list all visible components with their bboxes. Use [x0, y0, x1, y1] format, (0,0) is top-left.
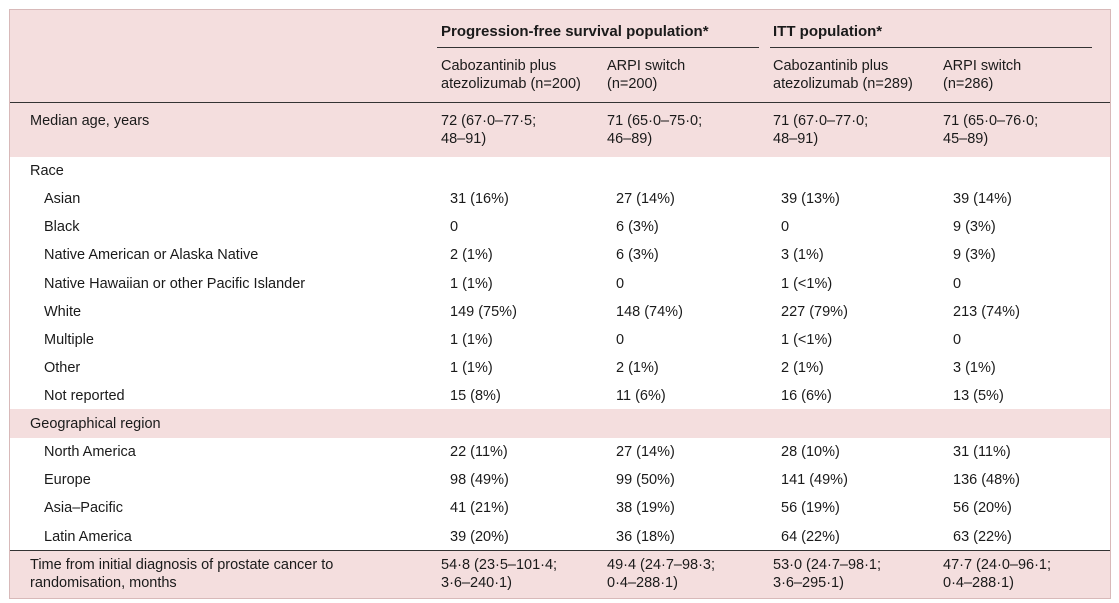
race-label: Black	[44, 219, 80, 236]
race-label: Not reported	[44, 388, 125, 405]
race-value: 9 (3%)	[953, 247, 996, 264]
pfs-population-heading: Progression-free survival population*	[441, 23, 709, 40]
race-value: 0	[616, 332, 625, 348]
col-arpi-itt-header: ARPI switch (n=286)	[943, 58, 1022, 92]
race-value: 6 (3%)	[616, 219, 659, 236]
race-value: 2 (1%)	[616, 360, 659, 377]
race-value: 0	[616, 275, 625, 292]
median-age-value: 71 (65·0–75·0; 46–89)	[607, 113, 703, 147]
race-value: 0	[953, 332, 962, 348]
region-value: 31 (11%)	[953, 444, 1011, 460]
race-value: 148 (74%)	[616, 303, 683, 320]
time-diagnosis-value: 53·0 (24·7–98·1; 3·6–295·1)	[773, 557, 882, 591]
median-age-value: 71 (65·0–76·0; 45–89)	[943, 113, 1039, 147]
region-value: 27 (14%)	[616, 444, 675, 460]
header-bottom-rule	[10, 102, 1110, 103]
race-value: 31 (16%)	[450, 191, 509, 207]
median-age-value: 71 (67·0–77·0; 48–91)	[773, 113, 869, 147]
region-value: 38 (19%)	[616, 500, 675, 517]
race-section-band	[10, 157, 1110, 409]
region-bottom-rule	[10, 550, 1110, 551]
region-value: 41 (21%)	[450, 500, 509, 517]
race-label: Other	[44, 360, 81, 377]
race-value: 13 (5%)	[953, 388, 1004, 405]
race-value: 15 (8%)	[450, 388, 501, 405]
race-label: White	[44, 303, 82, 320]
race-value: 2 (1%)	[450, 247, 493, 264]
region-value: 28 (10%)	[781, 444, 840, 460]
race-value: 0	[450, 219, 459, 236]
baseline-characteristics-table: Progression-free survival population* IT…	[9, 9, 1111, 599]
time-diagnosis-value: 47·7 (24·0–96·1; 0·4–288·1)	[943, 557, 1052, 591]
race-label: Native Hawaiian or other Pacific Islande…	[44, 275, 306, 292]
pfs-header-rule	[437, 47, 759, 48]
col-cabo-itt-header: Cabozantinib plus atezolizumab (n=289)	[773, 58, 913, 92]
race-value: 1 (1%)	[450, 275, 493, 292]
region-value: 98 (49%)	[450, 472, 509, 489]
region-value: 39 (20%)	[450, 528, 509, 545]
race-label: Native American or Alaska Native	[44, 247, 259, 264]
race-label: Asian	[44, 191, 81, 207]
race-value: 39 (13%)	[781, 191, 840, 207]
region-value: 99 (50%)	[616, 472, 675, 489]
region-value: 64 (22%)	[781, 528, 840, 545]
race-value: 6 (3%)	[616, 247, 659, 264]
itt-population-heading: ITT population*	[773, 23, 883, 40]
race-value: 3 (1%)	[953, 360, 996, 377]
race-value: 39 (14%)	[953, 191, 1012, 207]
race-value: 27 (14%)	[616, 191, 675, 207]
region-section-band	[10, 438, 1110, 550]
region-label: Asia–Pacific	[44, 500, 123, 517]
race-value: 213 (74%)	[953, 303, 1020, 320]
race-heading: Race	[30, 163, 64, 179]
race-value: 9 (3%)	[953, 219, 996, 236]
race-value: 1 (<1%)	[781, 275, 833, 292]
race-value: 1 (1%)	[450, 360, 493, 377]
race-value: 1 (<1%)	[781, 332, 833, 348]
col-cabo-pfs-header: Cabozantinib plus atezolizumab (n=200)	[441, 58, 581, 92]
median-age-value: 72 (67·0–77·5; 48–91)	[441, 113, 537, 147]
race-label: Multiple	[44, 332, 94, 348]
race-value: 149 (75%)	[450, 303, 517, 320]
race-value: 11 (6%)	[616, 388, 666, 405]
race-value: 0	[781, 219, 790, 236]
region-value: 36 (18%)	[616, 528, 675, 545]
region-value: 22 (11%)	[450, 444, 508, 460]
time-diagnosis-value: 54·8 (23·5–101·4; 3·6–240·1)	[441, 557, 558, 591]
region-label: North America	[44, 444, 136, 460]
race-value: 16 (6%)	[781, 388, 832, 405]
region-heading: Geographical region	[30, 416, 161, 432]
time-diagnosis-label: Time from initial diagnosis of prostate …	[30, 557, 334, 591]
race-value: 1 (1%)	[450, 332, 493, 348]
median-age-label: Median age, years	[30, 113, 150, 129]
region-value: 63 (22%)	[953, 528, 1012, 545]
time-diagnosis-value: 49·4 (24·7–98·3; 0·4–288·1)	[607, 557, 716, 591]
region-value: 136 (48%)	[953, 472, 1020, 489]
region-value: 141 (49%)	[781, 472, 848, 489]
region-value: 56 (19%)	[781, 500, 840, 517]
itt-header-rule	[770, 47, 1092, 48]
col-arpi-pfs-header: ARPI switch (n=200)	[607, 58, 686, 92]
race-value: 3 (1%)	[781, 247, 824, 264]
race-value: 227 (79%)	[781, 303, 848, 320]
region-value: 56 (20%)	[953, 500, 1012, 517]
region-label: Latin America	[44, 528, 132, 545]
race-value: 0	[953, 275, 962, 292]
race-value: 2 (1%)	[781, 360, 824, 377]
region-label: Europe	[44, 472, 91, 489]
